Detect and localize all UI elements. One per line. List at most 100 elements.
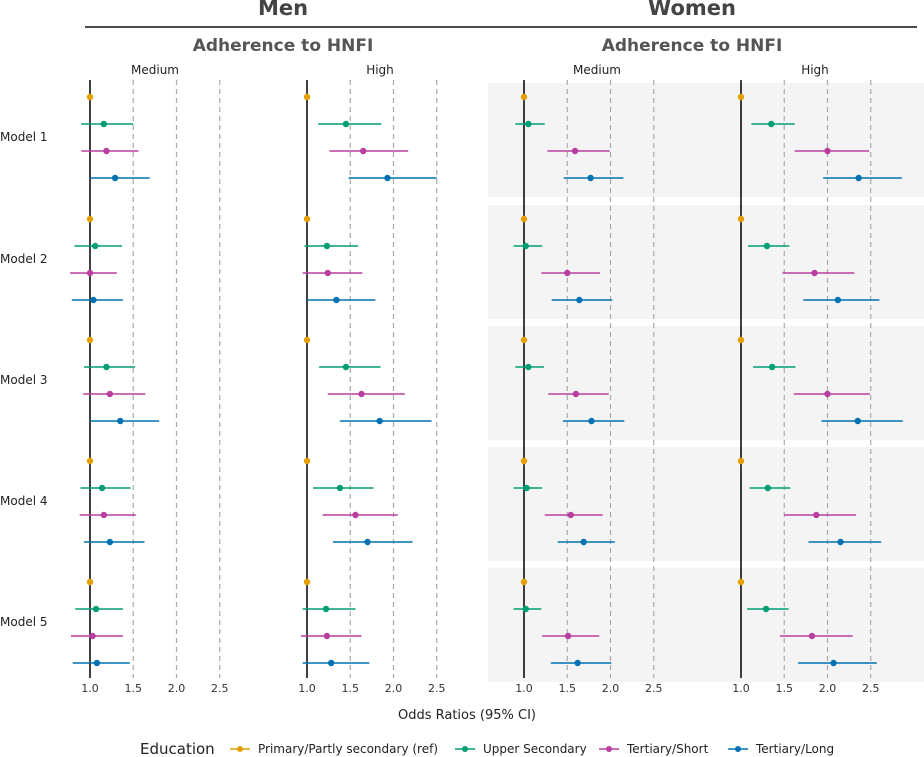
point-women-high-model-5-tertiary-short [808, 632, 816, 640]
point-men-medium-model-5-tertiary-long [93, 659, 101, 667]
point-women-medium-model-1-primary [520, 93, 528, 101]
point-men-high-model-2-upper-secondary [323, 242, 331, 250]
point-men-high-model-4-primary [303, 457, 311, 465]
legend-title: Education [140, 740, 215, 757]
strip-men-medium: Medium [131, 63, 179, 77]
point-women-high-model-3-upper-secondary [768, 363, 776, 371]
x-tick-women-medium-2.5: 2.5 [645, 682, 663, 695]
svg-text:Tertiary/Long: Tertiary/Long [755, 742, 834, 756]
point-women-medium-model-5-upper-secondary [522, 605, 529, 613]
point-women-medium-model-2-tertiary-long [576, 296, 583, 304]
row-label-model-2: Model 2 [0, 252, 47, 266]
x-tick-women-high-2.0: 2.0 [819, 682, 837, 695]
x-tick-women-medium-2.0: 2.0 [602, 682, 620, 695]
point-men-high-model-1-primary [303, 93, 311, 101]
x-tick-women-high-1.5: 1.5 [776, 682, 794, 695]
point-women-medium-model-3-primary [520, 336, 528, 344]
x-tick-men-medium-1.5: 1.5 [125, 682, 143, 695]
strip-women-high: High [801, 63, 829, 77]
men-title: Men [258, 0, 308, 20]
point-women-high-model-1-primary [737, 93, 745, 101]
point-women-medium-model-5-tertiary-short [564, 632, 572, 640]
svg-text:Tertiary/Short: Tertiary/Short [626, 742, 709, 756]
point-women-high-model-5-primary [737, 578, 745, 586]
x-tick-men-high-2.5: 2.5 [428, 682, 446, 695]
row-label-model-4: Model 4 [0, 494, 47, 508]
point-men-medium-model-4-primary [86, 457, 94, 465]
point-men-medium-model-1-tertiary-short [103, 147, 110, 155]
point-women-medium-model-5-tertiary-long [574, 659, 581, 667]
point-men-medium-model-2-primary [86, 215, 94, 223]
point-women-medium-model-4-tertiary-long [580, 538, 587, 546]
x-tick-men-medium-1.0: 1.0 [81, 682, 99, 695]
row-label-model-5: Model 5 [0, 615, 47, 629]
row-label-model-3: Model 3 [0, 373, 47, 387]
x-tick-men-high-1.0: 1.0 [298, 682, 316, 695]
x-tick-women-high-2.5: 2.5 [862, 682, 880, 695]
point-women-high-model-1-tertiary-short [824, 147, 831, 155]
women-bg-block-4 [488, 447, 924, 561]
point-women-medium-model-2-upper-secondary [522, 242, 529, 250]
point-men-medium-model-5-primary [86, 578, 94, 586]
point-men-medium-model-3-primary [86, 336, 94, 344]
x-tick-women-medium-1.5: 1.5 [559, 682, 577, 695]
x-tick-men-medium-2.0: 2.0 [168, 682, 186, 695]
x-tick-women-medium-1.0: 1.0 [515, 682, 533, 695]
point-women-medium-model-1-upper-secondary [525, 120, 532, 128]
point-men-medium-model-4-upper-secondary [98, 484, 106, 492]
strip-men-high: High [366, 63, 394, 77]
point-women-medium-model-4-upper-secondary [523, 484, 530, 492]
point-women-high-model-5-tertiary-long [830, 659, 837, 667]
legend-item-tertiary-long: Tertiary/Long [728, 742, 834, 756]
point-women-medium-model-3-tertiary-short [572, 390, 580, 398]
women-bg-block-5 [488, 568, 924, 682]
point-men-medium-model-1-upper-secondary [100, 120, 108, 128]
strip-women-medium: Medium [573, 63, 621, 77]
point-men-high-model-1-tertiary-short [360, 147, 367, 155]
point-men-high-model-2-tertiary-long [333, 296, 340, 304]
point-women-high-model-2-upper-secondary [763, 242, 771, 250]
point-women-high-model-5-upper-secondary [762, 605, 770, 613]
point-men-medium-model-4-tertiary-long [106, 538, 114, 546]
x-axis-label: Odds Ratios (95% CI) [398, 708, 536, 723]
point-men-high-model-1-tertiary-long [384, 174, 391, 182]
point-men-medium-model-2-tertiary-short [86, 269, 94, 277]
women-panel-backgrounds [488, 83, 924, 682]
point-women-high-model-4-tertiary-short [813, 511, 820, 519]
svg-text:Upper Secondary: Upper Secondary [483, 742, 587, 756]
point-men-high-model-3-tertiary-short [358, 390, 365, 398]
legend-item-upper-secondary: Upper Secondary [455, 742, 587, 756]
women-subtitle: Adherence to HNFI [602, 36, 783, 56]
point-women-high-model-4-upper-secondary [764, 484, 772, 492]
point-women-medium-model-2-tertiary-short [564, 269, 571, 277]
point-men-medium-model-1-tertiary-long [111, 174, 119, 182]
point-women-high-model-2-primary [737, 215, 745, 223]
point-women-medium-model-4-primary [520, 457, 528, 465]
point-men-medium-model-4-tertiary-short [100, 511, 108, 519]
point-women-high-model-2-tertiary-short [811, 269, 818, 277]
x-tick-men-medium-2.5: 2.5 [211, 682, 229, 695]
women-bg-block-2 [488, 205, 924, 319]
point-women-high-model-1-upper-secondary [768, 120, 775, 128]
point-men-medium-model-2-upper-secondary [91, 242, 99, 250]
point-women-high-model-3-primary [737, 336, 745, 344]
chart-marks [70, 93, 903, 667]
point-men-high-model-3-upper-secondary [342, 363, 350, 371]
point-men-high-model-4-upper-secondary [336, 484, 344, 492]
point-men-high-model-5-upper-secondary [322, 605, 330, 613]
x-tick-labels: 1.0 1.5 2.0 2.5 1.0 1.5 2.0 2.5 1.0 1.5 2.0 2.5 1.0 1… [81, 682, 879, 695]
point-women-medium-model-1-tertiary-short [571, 147, 579, 155]
point-women-high-model-4-primary [737, 457, 745, 465]
legend-item-primary: Primary/Partly secondary (ref) [230, 742, 438, 756]
point-men-medium-model-3-tertiary-long [117, 417, 124, 425]
point-men-high-model-4-tertiary-long [364, 538, 371, 546]
point-men-high-model-5-primary [303, 578, 311, 586]
point-women-high-model-1-tertiary-long [855, 174, 862, 182]
point-women-medium-model-3-tertiary-long [588, 417, 595, 425]
x-tick-men-high-2.0: 2.0 [385, 682, 403, 695]
x-tick-men-high-1.5: 1.5 [342, 682, 360, 695]
point-men-medium-model-2-tertiary-long [90, 296, 97, 304]
point-men-high-model-3-tertiary-long [376, 417, 383, 425]
legend-item-tertiary-short: Tertiary/Short [599, 742, 709, 756]
